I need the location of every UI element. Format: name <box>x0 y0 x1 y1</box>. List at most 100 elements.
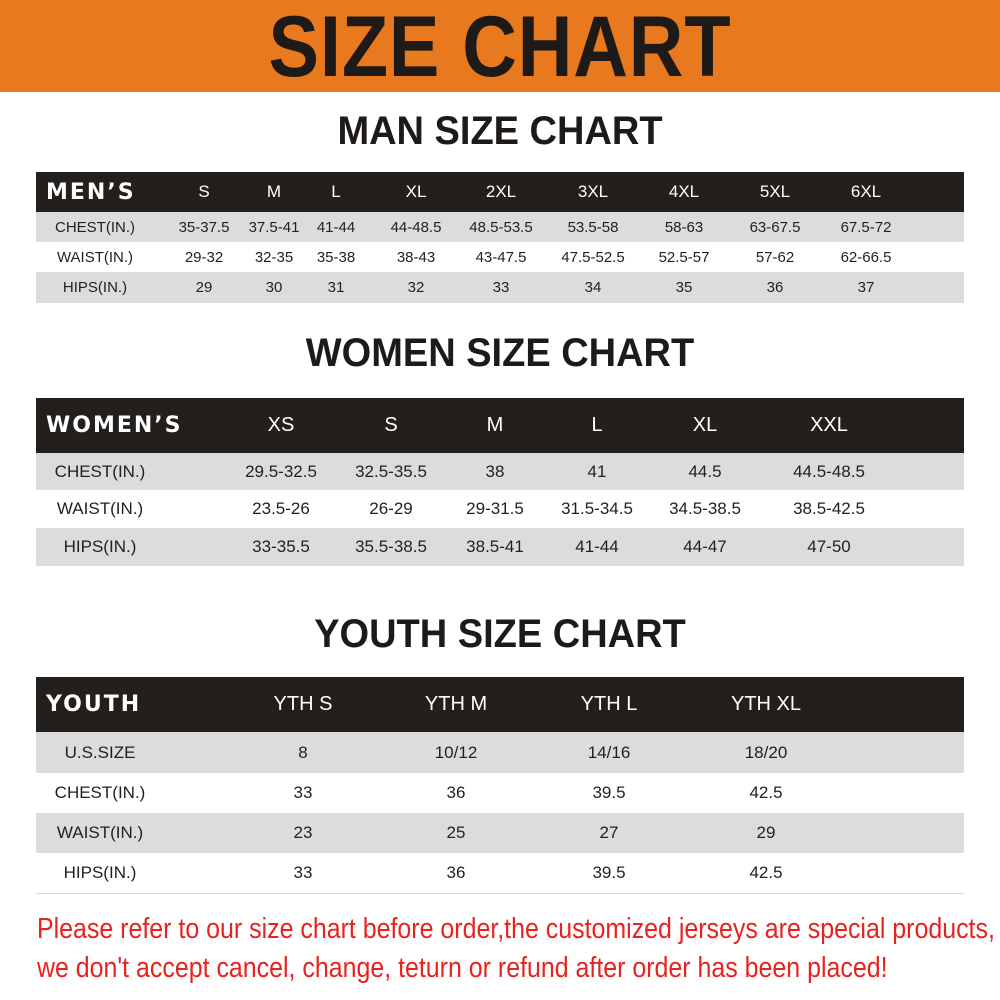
table-cell: 58-63 <box>664 218 704 236</box>
table-cell: 31 <box>327 279 345 296</box>
row-label: WAIST(IN.) <box>56 248 134 266</box>
table-cell: 38 <box>485 461 505 481</box>
table-cell: 29 <box>756 823 776 842</box>
men-section-title: MAN SIZE CHART <box>337 109 663 153</box>
youth-header-label: YOUTH <box>46 692 142 717</box>
men-header-label: MEN’S <box>46 179 136 205</box>
page-title: SIZE CHART <box>268 0 732 95</box>
table-cell: 37.5-41 <box>248 218 300 236</box>
table-cell: 36 <box>766 279 784 296</box>
table-cell: 25 <box>446 823 466 842</box>
size-column-header: XL <box>692 414 718 436</box>
table-cell: 38.5-42.5 <box>793 499 865 518</box>
size-column-header: L <box>331 182 341 201</box>
table-cell: 33 <box>293 783 313 802</box>
row-label: WAIST(IN.) <box>56 823 144 842</box>
table-cell: 41 <box>587 461 607 481</box>
table-row: HIPS(IN.) 33 36 39.5 42.5 <box>36 853 964 893</box>
table-cell: 23 <box>293 823 313 842</box>
row-label: CHEST(IN.) <box>54 783 146 802</box>
size-column-header: YTH XL <box>730 693 802 715</box>
table-cell: 47-50 <box>807 537 851 556</box>
table-cell: 42.5 <box>749 863 783 882</box>
table-cell: 39.5 <box>592 783 626 802</box>
size-column-header: S <box>384 414 398 436</box>
size-column-header: 6XL <box>850 182 882 201</box>
table-cell: 34 <box>584 279 602 296</box>
table-cell: 29.5-32.5 <box>245 461 317 481</box>
size-column-header: XL <box>405 182 427 201</box>
women-section-title: WOMEN SIZE CHART <box>305 331 695 375</box>
table-cell: 38.5-41 <box>466 537 524 556</box>
table-cell: 44-48.5 <box>390 218 442 236</box>
table-cell: 10/12 <box>434 742 478 762</box>
table-cell: 29-32 <box>184 248 224 266</box>
women-header-row: WOMEN’S XS S M L XL XXL <box>36 398 964 453</box>
table-cell: 48.5-53.5 <box>469 218 533 236</box>
table-cell: 52.5-57 <box>658 248 710 266</box>
table-cell: 57-62 <box>755 248 795 266</box>
table-cell: 8 <box>298 742 308 762</box>
table-cell: 32-35 <box>254 248 294 266</box>
table-row: CHEST(IN.) 29.5-32.5 32.5-35.5 38 41 44.5 44.5… <box>36 453 964 490</box>
table-cell: 34.5-38.5 <box>669 499 741 518</box>
table-cell: 44.5-48.5 <box>793 461 865 481</box>
row-label: HIPS(IN.) <box>63 863 137 882</box>
table-cell: 53.5-58 <box>567 218 619 236</box>
table-cell: 32 <box>407 279 425 296</box>
table-cell: 18/20 <box>744 742 788 762</box>
table-cell: 36 <box>446 783 466 802</box>
table-cell: 35-37.5 <box>178 218 230 236</box>
table-cell: 44-47 <box>683 537 727 556</box>
table-cell: 30 <box>265 279 283 296</box>
size-column-header: S <box>198 182 210 201</box>
size-column-header: YTH L <box>580 693 638 715</box>
table-cell: 29-31.5 <box>466 499 524 518</box>
table-cell: 47.5-52.5 <box>561 248 625 266</box>
table-cell: 42.5 <box>749 783 783 802</box>
table-cell: 27 <box>599 823 619 842</box>
table-cell: 41-44 <box>575 537 619 556</box>
table-cell: 39.5 <box>592 863 626 882</box>
table-cell: 33 <box>492 279 510 296</box>
table-cell: 23.5-26 <box>252 499 310 518</box>
table-cell: 26-29 <box>369 499 413 518</box>
size-column-header: XXL <box>810 414 848 436</box>
notice-line-1: Please refer to our size chart before or… <box>37 913 995 945</box>
row-label: WAIST(IN.) <box>56 499 144 518</box>
table-cell: 36 <box>446 863 466 882</box>
table-row: HIPS(IN.) 29 30 31 32 33 34 35 36 37 <box>36 272 964 303</box>
table-cell: 37 <box>857 279 875 296</box>
size-column-header: M <box>266 182 282 201</box>
table-cell: 35-38 <box>316 248 356 266</box>
table-row: HIPS(IN.) 33-35.5 35.5-38.5 38.5-41 41-44 44-… <box>36 528 964 566</box>
size-column-header: L <box>591 414 603 436</box>
row-label: CHEST(IN.) <box>55 218 135 236</box>
size-column-header: 4XL <box>668 182 700 201</box>
row-label: U.S.SIZE <box>64 742 136 762</box>
table-cell: 31.5-34.5 <box>561 499 633 518</box>
title-banner: SIZE CHART <box>0 0 1000 92</box>
table-row: WAIST(IN.) 29-32 32-35 35-38 38-43 43-47.5 47.… <box>36 242 964 272</box>
table-cell: 14/16 <box>587 742 631 762</box>
size-column-header: 5XL <box>759 182 791 201</box>
women-header-label: WOMEN’S <box>46 413 183 438</box>
youth-header-row: YOUTH YTH S YTH M YTH L YTH XL <box>36 677 964 732</box>
row-label: CHEST(IN.) <box>54 461 146 481</box>
table-cell: 35 <box>675 279 693 296</box>
table-cell: 33-35.5 <box>252 537 310 556</box>
youth-section-title: YOUTH SIZE CHART <box>314 612 686 656</box>
size-column-header: YTH S <box>273 693 333 715</box>
table-cell: 41-44 <box>316 218 356 236</box>
table-row: WAIST(IN.) 23.5-26 26-29 29-31.5 31.5-34.5 34… <box>36 490 964 528</box>
size-column-header: XS <box>267 414 295 436</box>
table-cell: 44.5 <box>688 461 722 481</box>
table-cell: 67.5-72 <box>840 218 892 236</box>
size-column-header: 3XL <box>577 182 609 201</box>
table-row: CHEST(IN.) 33 36 39.5 42.5 <box>36 773 964 813</box>
table-cell: 35.5-38.5 <box>355 537 427 556</box>
size-column-header: M <box>486 414 504 436</box>
size-column-header: YTH M <box>424 693 488 715</box>
men-header-row: MEN’S S M L XL 2XL 3XL 4XL 5XL 6XL <box>36 172 964 212</box>
table-row: U.S.SIZE 8 10/12 14/16 18/20 <box>36 732 964 773</box>
